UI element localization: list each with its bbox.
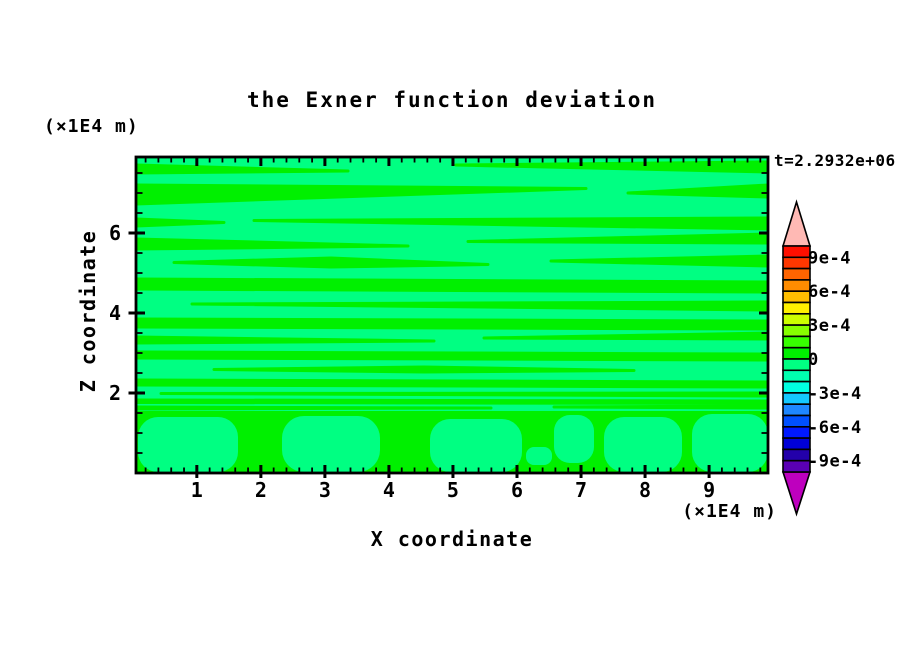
x-tick-label: 1: [191, 478, 203, 502]
x-axis-title: X coordinate: [370, 527, 534, 551]
positive-contour-band: [190, 300, 768, 312]
positive-contour-band: [252, 216, 768, 231]
tick-labels: 1 2 3 4 5 6 7 8 9 2 4 6: [109, 221, 715, 502]
colorbar-under-arrow: [781, 471, 812, 517]
negative-contour-blob: [430, 419, 522, 472]
y-axis-unit-label: (×1E4 m): [44, 116, 139, 137]
colorbar-segment: [782, 279, 811, 292]
x-tick-label: 4: [383, 478, 395, 502]
chart-title: the Exner function deviation: [246, 88, 657, 112]
positive-contour-band: [159, 391, 768, 398]
x-tick-label: 6: [511, 478, 523, 502]
negative-contour-blob: [554, 415, 594, 463]
colorbar-label: -9e-4: [808, 452, 862, 472]
y-tick-label: 4: [109, 301, 121, 325]
positive-contour-band: [549, 254, 768, 268]
colorbar-segment: [782, 346, 811, 360]
contour-field: [136, 157, 768, 473]
colorbar-segment: [782, 324, 811, 338]
timestamp-label: t=2.2932e+06: [774, 151, 896, 170]
x-tick-label: 9: [703, 478, 715, 502]
colorbar-label: 9e-4: [808, 248, 851, 268]
colorbar-label: -3e-4: [808, 384, 862, 404]
positive-contour-band: [136, 350, 768, 362]
x-axis-unit-label: (×1E4 m): [682, 501, 777, 522]
colorbar-segment: [782, 369, 811, 383]
y-tick-label: 6: [109, 221, 121, 245]
positive-contour-band: [136, 378, 768, 389]
colorbar-label: 6e-4: [808, 282, 851, 302]
positive-contour-band: [466, 232, 768, 245]
positive-contour-band: [136, 237, 410, 251]
colorbar-segment: [782, 448, 811, 462]
positive-contour-band: [136, 163, 350, 175]
colorbar-segment: [782, 335, 811, 349]
positive-contour-band: [482, 331, 768, 341]
negative-contour-blob: [692, 414, 768, 472]
x-tick-label: 8: [639, 478, 651, 502]
colorbar-segment: [782, 245, 811, 259]
positive-contour-band: [136, 405, 493, 411]
colorbar-label: 3e-4: [808, 316, 851, 336]
colorbar-segment: [782, 392, 811, 405]
colorbar-segment: [782, 301, 811, 315]
colorbar-segment: [782, 312, 811, 326]
axis-ticks: [128, 157, 768, 478]
colorbar-over-arrow: [781, 199, 812, 247]
positive-contour-band: [136, 335, 436, 345]
negative-contour-blob: [282, 416, 380, 472]
y-tick-label: 2: [109, 381, 121, 405]
x-tick-label: 5: [447, 478, 459, 502]
y-axis-title: Z coordinate: [76, 229, 100, 393]
negative-contour-blob: [526, 447, 552, 465]
positive-contour-band: [172, 256, 490, 269]
positive-contour-band: [454, 160, 768, 174]
colorbar-segment: [782, 437, 811, 451]
colorbar-segment: [782, 403, 811, 417]
x-tick-label: 3: [319, 478, 331, 502]
colorbar-segment: [782, 459, 811, 473]
positive-contour-band: [626, 183, 768, 199]
colorbar-segment: [782, 358, 811, 372]
colorbar-label: -6e-4: [808, 418, 862, 438]
colorbar-segment: [782, 267, 811, 281]
positive-contour-band: [136, 183, 588, 206]
positive-contour-band: [212, 365, 636, 374]
positive-contour-band: [136, 317, 768, 331]
colorbar-segment: [782, 256, 811, 270]
positive-contour-band: [552, 404, 768, 410]
colorbar: 9e-4 6e-4 3e-4 0 -3e-4 -6e-4 -9e-4: [781, 199, 862, 517]
x-tick-label: 7: [575, 478, 587, 502]
colorbar-segment: [782, 380, 811, 394]
positive-contour-band: [136, 277, 768, 294]
colorbar-label: 0: [808, 350, 819, 370]
colorbar-segment: [782, 425, 811, 439]
x-tick-label: 2: [255, 478, 267, 502]
negative-contour-blob: [604, 417, 682, 472]
colorbar-segment: [782, 414, 811, 428]
positive-contour-band: [136, 217, 226, 228]
positive-contour-band: [136, 398, 768, 405]
negative-contour-blob: [138, 417, 238, 472]
colorbar-segment: [782, 290, 811, 304]
